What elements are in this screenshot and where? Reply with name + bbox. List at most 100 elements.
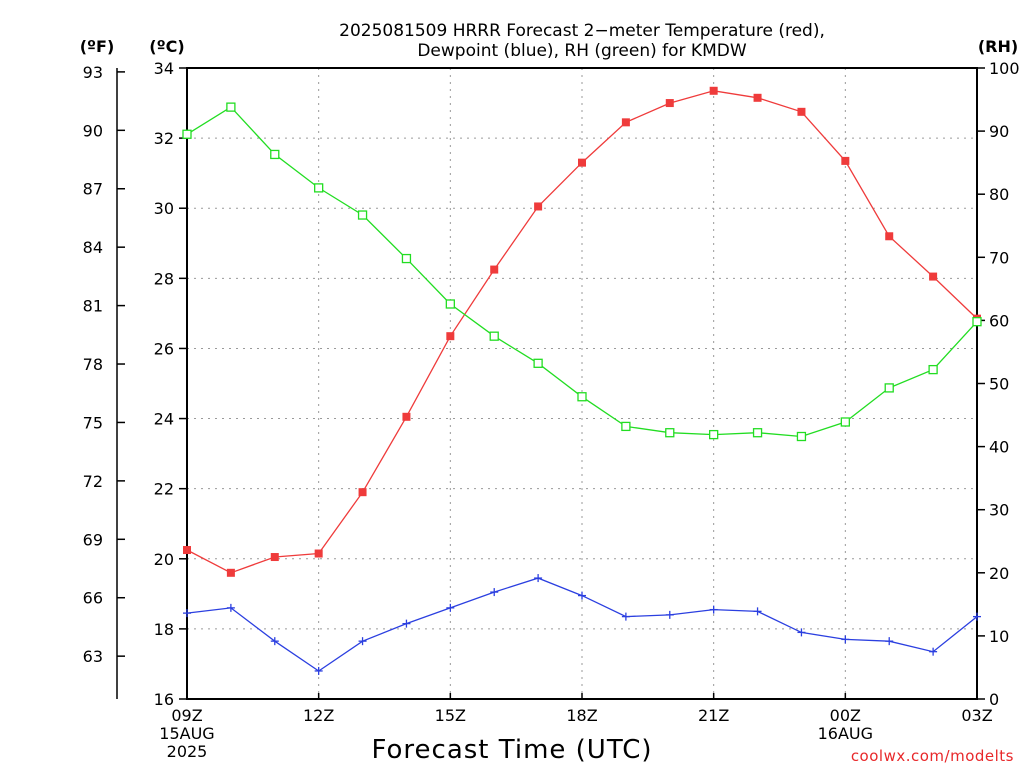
dewpoint-point (841, 635, 850, 644)
rh-tick-label: 10 (989, 627, 1009, 646)
dewpoint-point (314, 666, 323, 675)
rh-point (489, 331, 499, 341)
dewpoint-point (578, 591, 586, 600)
celsius-tick-label: 26 (154, 339, 174, 358)
rh-point (972, 317, 982, 327)
rh-point (709, 429, 719, 440)
rh-tick-label: 80 (989, 185, 1009, 204)
x-tick-label: 15Z (435, 706, 466, 725)
celsius-tick-label: 16 (154, 690, 174, 709)
celsius-tick-label: 34 (154, 59, 174, 78)
rh-tick-label: 90 (989, 122, 1009, 141)
dewpoint-point (885, 637, 894, 646)
chart-title-line1: 2025081509 HRRR Forecast 2−meter Tempera… (339, 21, 825, 41)
temperature-point (490, 265, 499, 274)
fahrenheit-tick-label: 63 (83, 647, 103, 666)
dewpoint-point (270, 637, 279, 646)
celsius-tick-label: 20 (154, 550, 174, 569)
temperature-point (797, 107, 806, 116)
chart-title-line2: Dewpoint (blue), RH (green) for KMDW (417, 41, 746, 61)
rh-point (884, 383, 894, 393)
rh-tick-label: 40 (989, 438, 1009, 457)
celsius-unit-label: (ºC) (149, 37, 184, 56)
rh-tick-label: 30 (989, 501, 1009, 520)
rh-point (577, 392, 587, 402)
celsius-tick-label: 24 (154, 410, 174, 429)
rh-tick-label: 60 (989, 311, 1009, 330)
dewpoint-point (753, 607, 762, 616)
temperature-point (753, 93, 762, 102)
fahrenheit-tick-label: 81 (83, 297, 103, 316)
rh-point (445, 299, 455, 309)
temperature-point (929, 272, 938, 281)
rh-point (226, 102, 236, 112)
temperature-point (183, 546, 191, 555)
x-tick-label: 16AUG (818, 724, 873, 743)
x-tick-label: 03Z (961, 706, 992, 725)
dewpoint-point (226, 603, 235, 612)
celsius-tick-label: 32 (154, 129, 174, 148)
temperature-point (446, 332, 455, 341)
rh-point (796, 431, 807, 442)
fahrenheit-tick-label: 66 (83, 589, 103, 608)
temperature-point (709, 86, 718, 95)
rh-tick-label: 50 (989, 375, 1009, 394)
series-layer (182, 86, 982, 675)
x-tick-label: 15AUG (159, 724, 214, 743)
fahrenheit-unit-label: (ºF) (80, 37, 115, 56)
rh-point (621, 421, 631, 432)
x-tick-label: 12Z (303, 706, 334, 725)
rh-tick-label: 20 (989, 564, 1009, 583)
temperature-point (885, 232, 894, 241)
rh-point (357, 210, 368, 220)
dewpoint-point (709, 605, 718, 614)
dewpoint-point (358, 637, 367, 646)
fahrenheit-tick-label: 84 (83, 238, 103, 257)
rh-point (752, 428, 763, 438)
dewpoint-point (183, 609, 191, 618)
dewpoint-point (929, 647, 938, 656)
rh-tick-label: 70 (989, 248, 1009, 267)
dewpoint-point (621, 612, 630, 621)
x-tick-label: 09Z (171, 706, 202, 725)
celsius-tick-label: 28 (154, 269, 174, 288)
fahrenheit-tick-label: 69 (83, 530, 103, 549)
fahrenheit-tick-label: 75 (83, 413, 103, 432)
dewpoint-point (446, 603, 455, 612)
fahrenheit-tick-label: 90 (83, 121, 103, 140)
rh-point (182, 129, 192, 139)
credit-label: coolwx.com/modelts (851, 747, 1014, 765)
temperature-point (402, 412, 411, 421)
axes: 16 18 20 22 24 26 28 30 32 34 63 66 69 72 75 78 81 84 87 90… (83, 59, 1020, 709)
x-tick-label: 18Z (566, 706, 597, 725)
temperature-point (314, 549, 323, 558)
celsius-tick-label: 30 (154, 199, 174, 218)
x-tick-label: 21Z (698, 706, 729, 725)
rh-tick-label: 100 (989, 59, 1020, 78)
dewpoint-point (490, 588, 499, 597)
x-tick-label: 00Z (830, 706, 861, 725)
rh-point (401, 253, 412, 264)
rh-point (840, 417, 850, 427)
temperature-point (621, 118, 630, 127)
fahrenheit-tick-label: 93 (83, 63, 103, 82)
rh-point (533, 358, 543, 368)
dewpoint-point (665, 610, 674, 619)
rh-point (270, 149, 280, 160)
temperature-point (534, 202, 543, 211)
dewpoint-point (534, 574, 543, 583)
x-axis-label: Forecast Time (UTC) (371, 735, 652, 765)
rh-point (314, 183, 324, 193)
rh-point (665, 428, 675, 438)
temperature-point (665, 99, 674, 108)
dewpoint-point (402, 619, 411, 628)
fahrenheit-tick-label: 72 (83, 472, 103, 491)
rh-tick-label: 0 (989, 690, 999, 709)
dewpoint-point (973, 612, 981, 621)
rh-point (928, 364, 938, 375)
celsius-tick-label: 18 (154, 620, 174, 639)
rh-unit-label: (RH) (978, 37, 1018, 56)
fahrenheit-tick-label: 87 (83, 180, 103, 199)
